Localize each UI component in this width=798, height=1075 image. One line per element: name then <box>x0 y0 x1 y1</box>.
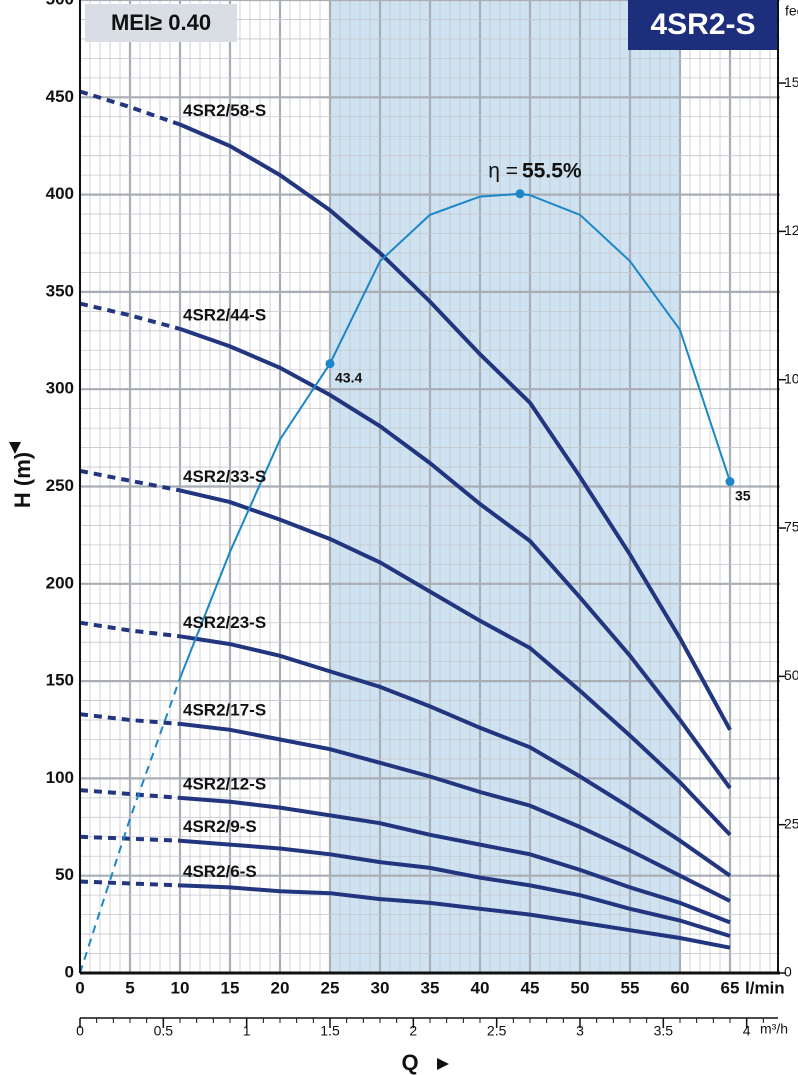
x2-axis-unit: m³/h <box>760 1021 788 1037</box>
curve-label: 4SR2/9-S <box>183 817 257 836</box>
efficiency-point <box>725 477 735 487</box>
y-tick-label: 150 <box>46 671 74 690</box>
pump-curve-dashed <box>79 712 181 726</box>
x-tick-label: 65 <box>721 978 740 997</box>
y2-axis-title: feet <box>785 3 798 19</box>
pump-curve <box>179 634 732 878</box>
x-axis-unit: l/min <box>745 978 785 997</box>
x2-tick-label: 3.5 <box>654 1023 674 1039</box>
curve-label: 4SR2/33-S <box>183 467 266 486</box>
efficiency-point <box>515 189 525 199</box>
x-tick-label: 0 <box>75 978 84 997</box>
efficiency-label: 35 <box>735 487 751 503</box>
y2-tick-label: 1250 <box>784 222 798 238</box>
curve-label: 4SR2/6-S <box>183 862 257 881</box>
pump-curve-dashed <box>79 301 181 331</box>
pump-curve <box>179 838 731 938</box>
y2-tick-label: 750 <box>784 519 798 535</box>
x-tick-label: 30 <box>371 978 390 997</box>
x-tick-label: 60 <box>671 978 690 997</box>
badge: MEI≥ 0.40 <box>111 10 211 35</box>
curve-label: 4SR2/12-S <box>183 774 266 793</box>
y2-tick-label: 1000 <box>784 370 798 386</box>
pump-curve <box>179 488 732 837</box>
y-tick-label: 50 <box>55 865 74 884</box>
badge-box <box>85 4 237 42</box>
x2-tick-label: 1.5 <box>320 1023 340 1039</box>
x-tick-label: 5 <box>125 978 134 997</box>
pump-curve-dashed <box>79 620 181 639</box>
efficiency-label: 55.5% <box>522 159 582 182</box>
marks-layer <box>79 89 735 974</box>
title-box <box>628 0 778 50</box>
y-tick-label: 100 <box>46 768 74 787</box>
x-tick-label: 10 <box>171 978 190 997</box>
x2-tick-label: 2.5 <box>487 1023 507 1039</box>
pump-curve <box>179 122 732 731</box>
y-tick-label: 200 <box>46 573 74 592</box>
pump-curve-dashed <box>79 468 181 493</box>
curve-label: 4SR2/58-S <box>183 101 266 120</box>
x-tick-label: 35 <box>421 978 440 997</box>
pump-curve-dashed <box>79 788 181 800</box>
y-tick-label: 0 <box>65 962 74 981</box>
chart-title: 4SR2-S <box>650 8 755 41</box>
pump-curve <box>179 327 732 790</box>
x-tick-label: 15 <box>221 978 240 997</box>
curve-label: 4SR2/23-S <box>183 613 266 632</box>
x-tick-label: 50 <box>571 978 590 997</box>
curve-label: 4SR2/44-S <box>183 305 266 324</box>
x-tick-label: 45 <box>521 978 540 997</box>
x-tick-label: 25 <box>321 978 340 997</box>
x2-tick-label: 3 <box>576 1023 584 1039</box>
y-tick-label: 400 <box>46 184 74 203</box>
y2-tick-label: 500 <box>784 667 798 683</box>
pump-curve <box>179 721 731 903</box>
y-tick-label: 450 <box>46 87 74 106</box>
efficiency-curve <box>179 192 731 679</box>
x2-tick-label: 0.5 <box>154 1023 174 1039</box>
x-axis-title: Q <box>401 1050 418 1075</box>
x2-tick-label: 1 <box>243 1023 251 1039</box>
y-tick-label: 300 <box>46 379 74 398</box>
x-axis-arrow <box>437 1058 449 1070</box>
x-tick-label: 40 <box>471 978 490 997</box>
efficiency-point <box>325 359 335 369</box>
curve-label: 4SR2/17-S <box>183 700 266 719</box>
eta-label: η = <box>488 159 518 182</box>
x2-tick-label: 0 <box>76 1023 84 1039</box>
y-axis-title: H (m) <box>10 452 35 508</box>
y2-tick-label: 0 <box>784 964 792 980</box>
x-tick-label: 20 <box>271 978 290 997</box>
x2-tick-label: 2 <box>409 1023 417 1039</box>
efficiency-label: 43.4 <box>335 369 362 385</box>
pump-curve <box>179 795 731 925</box>
x2-tick-label: 4 <box>743 1023 751 1039</box>
y-tick-label: 250 <box>46 476 74 495</box>
y2-tick-label: 250 <box>784 815 798 831</box>
y-tick-label: 350 <box>46 281 74 300</box>
pump-curve-dashed <box>79 834 181 843</box>
y-tick-label: 500 <box>46 0 74 8</box>
y-axis-arrow <box>9 442 21 454</box>
pump-curve <box>179 883 731 950</box>
pump-curve-dashed <box>79 879 181 888</box>
x-tick-label: 55 <box>621 978 640 997</box>
pump-curve-dashed <box>79 89 181 127</box>
